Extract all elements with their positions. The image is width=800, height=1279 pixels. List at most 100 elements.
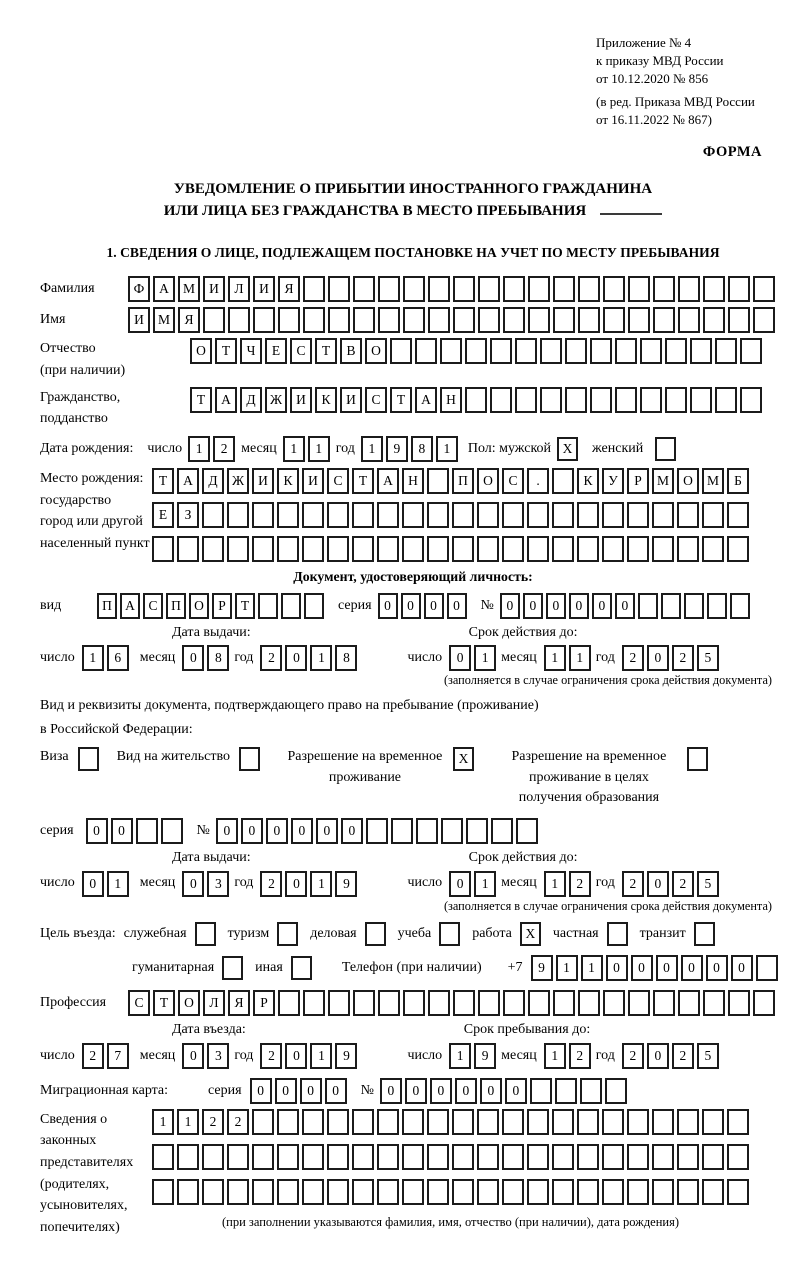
char-cell[interactable] — [702, 1143, 724, 1170]
char-cell[interactable] — [402, 535, 424, 562]
char-cell[interactable]: 0 — [110, 818, 133, 845]
char-cell[interactable] — [202, 1178, 224, 1205]
char-cell[interactable]: 0 — [730, 955, 753, 982]
char-cell[interactable]: 2 — [213, 435, 236, 462]
char-cell[interactable] — [252, 1108, 274, 1135]
char-cell[interactable] — [502, 1143, 524, 1170]
char-cell[interactable] — [753, 990, 775, 1017]
char-cell[interactable] — [465, 338, 487, 365]
char-cell[interactable] — [302, 1108, 324, 1135]
char-cell[interactable]: 1 — [435, 435, 458, 462]
char-cell[interactable]: 2 — [202, 1108, 224, 1135]
char-cell[interactable] — [258, 592, 278, 619]
char-cell[interactable]: 5 — [696, 870, 719, 897]
char-cell[interactable] — [677, 501, 699, 528]
char-cell[interactable] — [252, 1143, 274, 1170]
option-residence-permit-checkbox[interactable] — [238, 747, 260, 772]
char-cell[interactable]: Ф — [128, 276, 150, 303]
char-cell[interactable] — [502, 1178, 524, 1205]
purpose-study-checkbox[interactable] — [439, 922, 461, 947]
char-cell[interactable]: 8 — [335, 645, 358, 672]
char-cell[interactable]: К — [315, 386, 337, 413]
char-cell[interactable] — [277, 535, 299, 562]
char-cell[interactable] — [702, 1108, 724, 1135]
purpose-transit-checkbox[interactable] — [693, 922, 715, 947]
char-cell[interactable]: О — [190, 338, 212, 365]
char-cell[interactable]: Т — [215, 338, 237, 365]
char-cell[interactable] — [465, 386, 487, 413]
char-cell[interactable]: 0 — [479, 1077, 502, 1104]
char-cell[interactable] — [152, 1178, 174, 1205]
purpose-private-checkbox[interactable] — [606, 922, 628, 947]
char-cell[interactable] — [403, 990, 425, 1017]
char-cell[interactable] — [565, 338, 587, 365]
char-cell[interactable]: И — [302, 467, 324, 494]
char-cell[interactable]: 0 — [81, 870, 104, 897]
char-cell[interactable]: А — [153, 276, 175, 303]
char-cell[interactable]: 1 — [568, 645, 591, 672]
char-cell[interactable] — [527, 501, 549, 528]
char-cell[interactable]: 3 — [207, 1042, 230, 1069]
char-cell[interactable] — [652, 1143, 674, 1170]
char-cell[interactable]: 7 — [106, 1042, 129, 1069]
char-cell[interactable] — [552, 1178, 574, 1205]
char-cell[interactable] — [202, 535, 224, 562]
char-cell[interactable] — [327, 535, 349, 562]
char-cell[interactable]: Т — [352, 467, 374, 494]
char-cell[interactable] — [252, 501, 274, 528]
char-cell[interactable] — [637, 592, 658, 619]
char-cell[interactable] — [453, 990, 475, 1017]
char-cell[interactable] — [753, 307, 775, 334]
char-cell[interactable]: 8 — [207, 645, 230, 672]
char-cell[interactable] — [502, 535, 524, 562]
char-cell[interactable] — [304, 592, 324, 619]
char-cell[interactable] — [590, 386, 612, 413]
char-cell[interactable]: 0 — [545, 592, 566, 619]
char-cell[interactable]: Т — [152, 467, 174, 494]
char-cell[interactable]: 0 — [504, 1077, 527, 1104]
char-cell[interactable]: Т — [390, 386, 412, 413]
char-cell[interactable] — [728, 276, 750, 303]
char-cell[interactable]: О — [178, 990, 200, 1017]
char-cell[interactable]: М — [702, 467, 724, 494]
char-cell[interactable]: 0 — [655, 955, 678, 982]
char-cell[interactable] — [452, 501, 474, 528]
char-cell[interactable] — [353, 990, 375, 1017]
char-cell[interactable] — [302, 535, 324, 562]
char-cell[interactable]: 0 — [404, 1077, 427, 1104]
char-cell[interactable] — [277, 1108, 299, 1135]
char-cell[interactable] — [727, 1108, 749, 1135]
char-cell[interactable] — [528, 990, 550, 1017]
char-cell[interactable] — [377, 1108, 399, 1135]
char-cell[interactable] — [578, 307, 600, 334]
char-cell[interactable] — [177, 1178, 199, 1205]
char-cell[interactable]: Т — [235, 592, 255, 619]
char-cell[interactable]: 8 — [410, 435, 433, 462]
char-cell[interactable]: 9 — [530, 955, 553, 982]
char-cell[interactable]: 2 — [81, 1042, 104, 1069]
char-cell[interactable] — [440, 338, 462, 365]
char-cell[interactable] — [477, 1143, 499, 1170]
char-cell[interactable] — [554, 1077, 577, 1104]
char-cell[interactable] — [427, 1108, 449, 1135]
char-cell[interactable] — [352, 1178, 374, 1205]
char-cell[interactable] — [228, 307, 250, 334]
char-cell[interactable] — [490, 386, 512, 413]
char-cell[interactable]: 5 — [696, 1042, 719, 1069]
char-cell[interactable] — [577, 1108, 599, 1135]
char-cell[interactable] — [683, 592, 704, 619]
char-cell[interactable]: 0 — [299, 1077, 322, 1104]
char-cell[interactable]: Р — [253, 990, 275, 1017]
char-cell[interactable]: М — [153, 307, 175, 334]
char-cell[interactable]: 0 — [454, 1077, 477, 1104]
char-cell[interactable] — [728, 990, 750, 1017]
char-cell[interactable] — [678, 276, 700, 303]
char-cell[interactable]: 5 — [696, 645, 719, 672]
char-cell[interactable]: Ж — [265, 386, 287, 413]
char-cell[interactable] — [652, 1178, 674, 1205]
char-cell[interactable] — [729, 592, 750, 619]
char-cell[interactable] — [502, 1108, 524, 1135]
char-cell[interactable]: 1 — [310, 645, 333, 672]
char-cell[interactable] — [327, 1108, 349, 1135]
char-cell[interactable] — [690, 386, 712, 413]
